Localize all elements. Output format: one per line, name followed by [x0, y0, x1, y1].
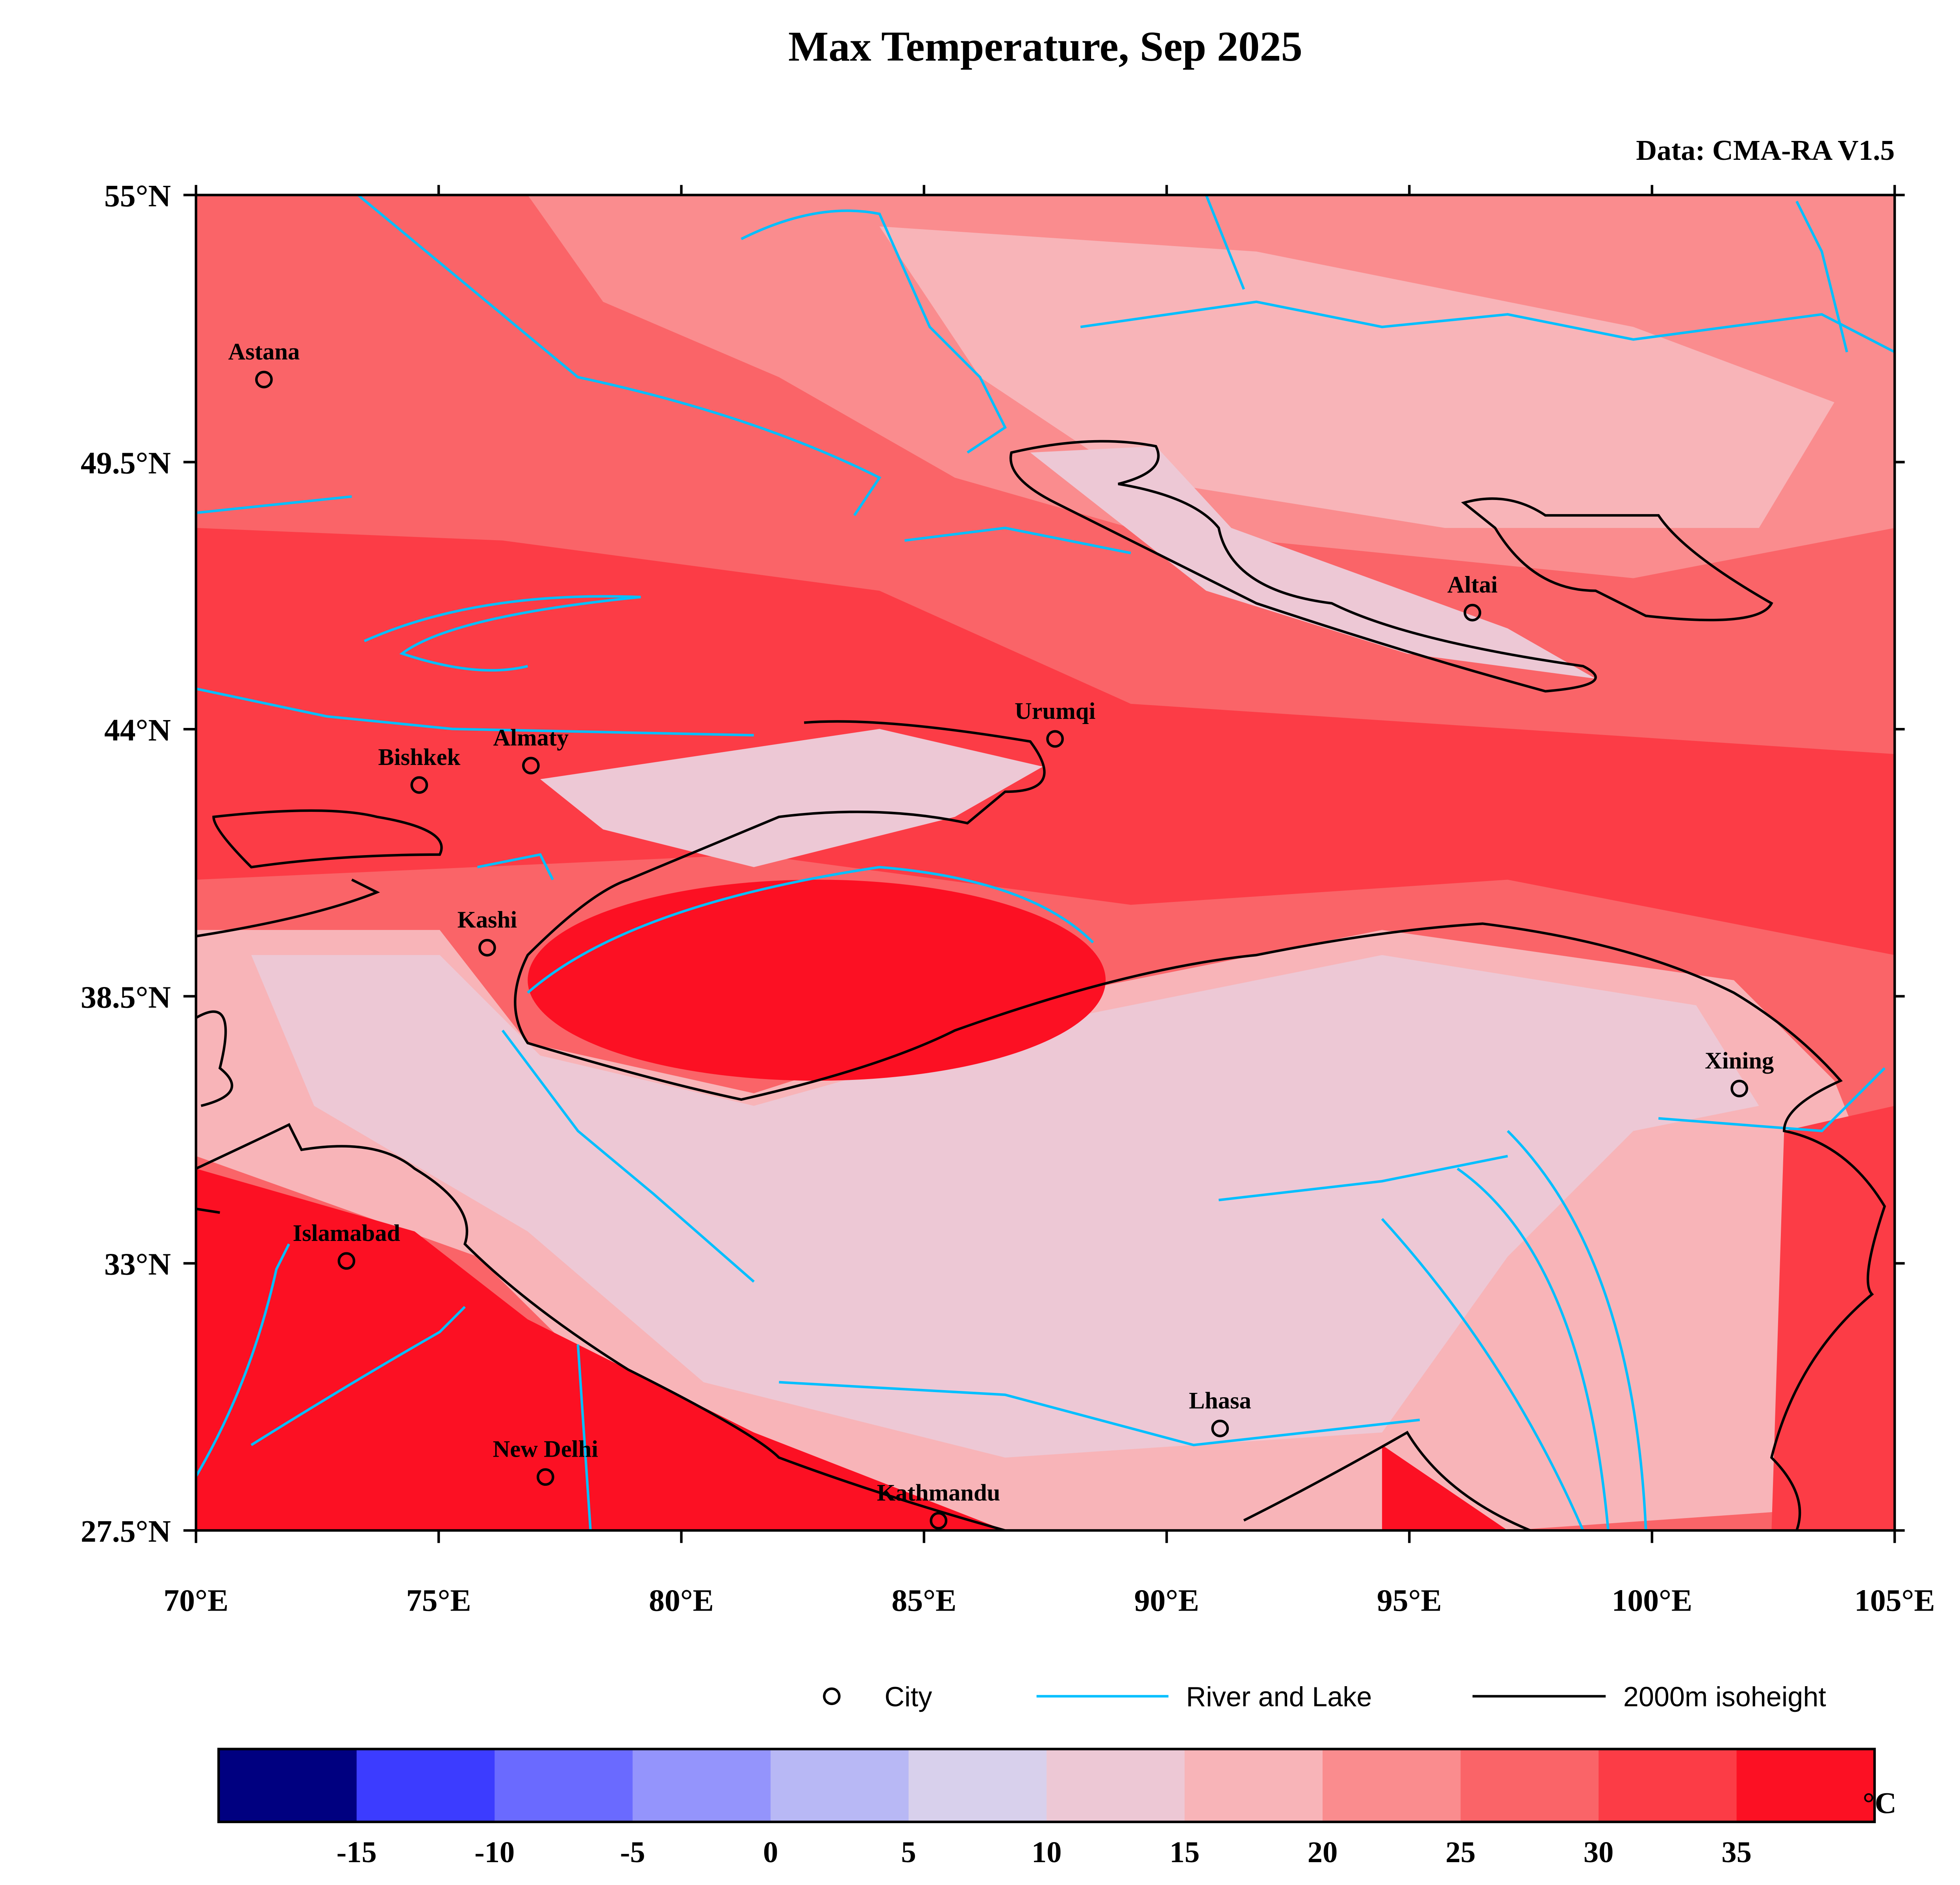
- city-label: Astana: [228, 339, 300, 365]
- colorbar-tick-label: -10: [474, 1835, 515, 1869]
- colorbar-swatch: [1047, 1749, 1186, 1822]
- city-marker: [1046, 730, 1064, 748]
- city-marker: [1211, 1420, 1229, 1437]
- city-marker: [478, 939, 496, 957]
- city-marker: [536, 1468, 554, 1486]
- city-marker: [1730, 1080, 1748, 1098]
- field-tarim-basin: [528, 880, 1106, 1081]
- colorbar-frame: [217, 1748, 1876, 1823]
- colorbar-tick-label: -15: [337, 1835, 377, 1869]
- city-label: Xining: [1705, 1048, 1774, 1074]
- field-sichuan: [1771, 1105, 1895, 1531]
- chart-title: Max Temperature, Sep 2025: [788, 23, 1302, 70]
- colorbar: -15 -10 -5 0 5 10 15 20 25 30 35: [217, 1748, 1876, 1869]
- isoheight-2000m: [196, 440, 1886, 1531]
- city-label: Altai: [1447, 572, 1498, 598]
- field-tianshan: [540, 729, 1043, 867]
- colorbar-swatch: [356, 1749, 495, 1822]
- colorbar-swatch: [632, 1749, 771, 1822]
- field-indo-gangetic: [196, 1168, 1005, 1531]
- field-altai-range: [1030, 446, 1596, 679]
- colorbar-tick-label: 35: [1721, 1835, 1752, 1869]
- colorbar-swatch: [495, 1749, 634, 1822]
- colorbar-tick-label: 15: [1169, 1835, 1200, 1869]
- y-tick-label: 27.5°N: [81, 1514, 171, 1549]
- colorbar-tick-label: 30: [1584, 1835, 1614, 1869]
- colorbar-swatch: [219, 1749, 358, 1822]
- x-tick-label: 90°E: [1134, 1583, 1199, 1618]
- colorbar-tick-label: -5: [620, 1835, 645, 1869]
- city-label: Almaty: [493, 725, 569, 751]
- y-tick-label: 44°N: [104, 713, 171, 748]
- y-tick-label: 38.5°N: [81, 980, 171, 1015]
- field-central-hot: [196, 528, 1895, 955]
- city-label: New Delhi: [493, 1436, 598, 1463]
- y-tick-label: 49.5°N: [81, 446, 171, 480]
- y-axis-ticks: 55°N 49.5°N 44°N 38.5°N 33°N 27.5°N: [81, 179, 1905, 1549]
- city-markers: Astana Almaty Bishkek Urumqi Altai Kashi Xinin…: [228, 339, 1774, 1530]
- legend-isoheight-label: 2000m isoheight: [1623, 1681, 1826, 1712]
- city-marker: [337, 1252, 356, 1270]
- x-tick-label: 75°E: [406, 1583, 471, 1618]
- colorbar-swatch: [1460, 1749, 1599, 1822]
- colorbar-tick-label: 5: [901, 1835, 916, 1869]
- x-tick-label: 85°E: [891, 1583, 956, 1618]
- city-label: Kathmandu: [877, 1480, 1000, 1506]
- city-marker: [930, 1512, 948, 1530]
- field-tibet-plateau: [251, 955, 1759, 1458]
- city-marker: [255, 370, 273, 389]
- city-label: Urumqi: [1015, 698, 1095, 724]
- legend-city-label: City: [884, 1681, 932, 1712]
- city-label: Bishkek: [378, 744, 460, 770]
- y-tick-label: 33°N: [104, 1247, 171, 1282]
- map-frame: [195, 194, 1896, 1532]
- colorbar-tick-label: 20: [1308, 1835, 1338, 1869]
- x-tick-label: 105°E: [1854, 1583, 1935, 1618]
- legend: City River and Lake 2000m isoheight: [823, 1681, 1826, 1712]
- colorbar-tick-label: 25: [1445, 1835, 1476, 1869]
- colorbar-swatch: [771, 1749, 910, 1822]
- x-tick-label: 80°E: [649, 1583, 714, 1618]
- colorbar-swatch: [1184, 1749, 1323, 1822]
- colorbar-swatch: [1736, 1749, 1875, 1822]
- colorbar-swatch: [1323, 1749, 1462, 1822]
- x-tick-label: 70°E: [163, 1583, 228, 1618]
- city-label: Kashi: [458, 907, 517, 933]
- colorbar-tick-label: 10: [1032, 1835, 1062, 1869]
- colorbar-unit: °C: [1863, 1786, 1897, 1820]
- colorbar-tick-label: 0: [763, 1835, 778, 1869]
- colorbar-swatch: [908, 1749, 1047, 1822]
- city-marker: [522, 757, 540, 775]
- city-label: Lhasa: [1189, 1387, 1251, 1414]
- city-marker: [410, 776, 428, 794]
- rivers-lakes: [196, 195, 1895, 1531]
- x-axis-ticks: 70°E 75°E 80°E 85°E 90°E 95°E 100°E 105°E: [163, 185, 1935, 1618]
- temperature-field: [196, 195, 1895, 1531]
- x-tick-label: 100°E: [1612, 1583, 1692, 1618]
- data-source: Data: CMA-RA V1.5: [1636, 134, 1895, 166]
- legend-river-label: River and Lake: [1186, 1681, 1372, 1712]
- city-marker: [1464, 604, 1482, 622]
- city-label: Islamabad: [293, 1220, 400, 1246]
- y-tick-label: 55°N: [104, 179, 171, 213]
- colorbar-swatch: [1599, 1749, 1738, 1822]
- x-tick-label: 95°E: [1377, 1583, 1442, 1618]
- city-legend-icon: [823, 1687, 841, 1705]
